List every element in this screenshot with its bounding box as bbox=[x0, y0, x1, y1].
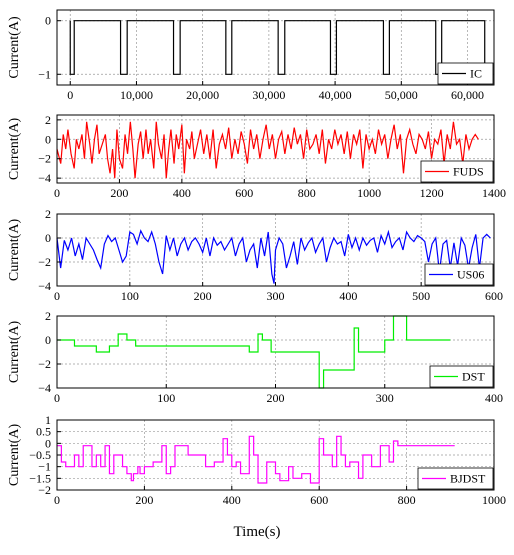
y-tick-label: −1.5 bbox=[29, 471, 51, 485]
x-tick-label: 600 bbox=[485, 289, 503, 303]
y-tick-label: −2 bbox=[38, 357, 51, 371]
legend-label: FUDS bbox=[453, 165, 484, 179]
y-tick-label: −4 bbox=[38, 279, 51, 293]
panel-bjdst: 0 200 400 600 800 100010.50−0.5−1−1.5−2Curren… bbox=[7, 413, 506, 507]
x-tick-label: 100 bbox=[157, 391, 175, 405]
y-tick-label: 0 bbox=[45, 333, 51, 347]
panel-us06: 0 100 200 300 400 500 600 2 0 −2 −4 Current(A) US06 bbox=[7, 207, 503, 303]
x-tick-label: 20,000 bbox=[186, 88, 219, 102]
y-tick-label: 2 bbox=[45, 113, 51, 127]
x-tick-label: 400 bbox=[173, 186, 191, 200]
y-axis-label: Current(A) bbox=[7, 219, 22, 282]
x-axis-label: Time(s) bbox=[233, 524, 281, 540]
plot-frame bbox=[56, 9, 495, 86]
legend: IC bbox=[437, 62, 494, 85]
legend: FUDS bbox=[420, 160, 494, 183]
legend-label: BJDST bbox=[450, 472, 486, 486]
y-tick-label: −2 bbox=[38, 483, 51, 497]
series-line-fuds bbox=[56, 121, 479, 179]
panel-fuds: 0 200 400 600 800 1000 1200 1400 2 0 −2 −4 Current(A… bbox=[7, 113, 506, 200]
x-tick-label: 600 bbox=[235, 186, 253, 200]
x-tick-label: 400 bbox=[223, 493, 241, 507]
x-tick-label: 1000 bbox=[482, 493, 506, 507]
x-tick-label: 60,000 bbox=[451, 88, 484, 102]
legend-box bbox=[429, 365, 494, 388]
y-tick-label: −4 bbox=[38, 381, 51, 395]
x-tick-label: 0 bbox=[54, 493, 60, 507]
x-tick-label: 10,000 bbox=[120, 88, 153, 102]
legend: BJDST bbox=[417, 467, 494, 490]
x-tick-label: 200 bbox=[194, 289, 212, 303]
y-tick-label: 0.5 bbox=[36, 425, 51, 439]
x-tick-label: 300 bbox=[376, 391, 394, 405]
x-tick-label: 800 bbox=[398, 493, 416, 507]
x-tick-label: 800 bbox=[298, 186, 316, 200]
legend-label: US06 bbox=[457, 268, 484, 282]
legend-label: DST bbox=[462, 370, 485, 384]
x-tick-label: 0 bbox=[54, 289, 60, 303]
series-line-us06 bbox=[56, 229, 491, 284]
x-tick-label: 100 bbox=[121, 289, 139, 303]
y-tick-label: −1 bbox=[38, 67, 51, 81]
y-tick-label: −2 bbox=[38, 152, 51, 166]
panel-ic: 0 10,000 20,000 30,000 40,000 50,000 60,000 0 −1… bbox=[7, 9, 495, 102]
legend-box bbox=[420, 160, 494, 183]
series-line-ic bbox=[69, 20, 486, 75]
y-tick-label: −2 bbox=[38, 255, 51, 269]
x-tick-label: 0 bbox=[67, 88, 73, 102]
y-tick-label: −4 bbox=[38, 171, 51, 185]
legend-box bbox=[417, 467, 494, 490]
y-tick-label: 1 bbox=[45, 413, 51, 427]
y-tick-label: 0 bbox=[45, 436, 51, 450]
x-tick-label: 1000 bbox=[357, 186, 381, 200]
legend: US06 bbox=[424, 263, 494, 286]
y-tick-label: −0.5 bbox=[29, 448, 51, 462]
x-tick-label: 0 bbox=[54, 186, 60, 200]
plot-frame bbox=[56, 114, 495, 184]
legend-label: IC bbox=[470, 67, 482, 81]
legend-box bbox=[424, 263, 494, 286]
x-tick-label: 200 bbox=[135, 493, 153, 507]
y-tick-label: 0 bbox=[45, 132, 51, 146]
y-tick-label: 0 bbox=[45, 14, 51, 28]
x-tick-label: 0 bbox=[54, 391, 60, 405]
x-tick-label: 30,000 bbox=[252, 88, 285, 102]
y-axis-label: Current(A) bbox=[7, 118, 22, 181]
x-tick-label: 200 bbox=[267, 391, 285, 405]
x-tick-label: 400 bbox=[485, 391, 503, 405]
panel-dst: 0 100 200 300 400 2 0 −2 −4 Current(A) DST bbox=[7, 309, 503, 405]
x-tick-label: 300 bbox=[267, 289, 285, 303]
x-tick-label: 400 bbox=[339, 289, 357, 303]
x-tick-label: 500 bbox=[412, 289, 430, 303]
y-tick-label: 0 bbox=[45, 231, 51, 245]
y-tick-label: 2 bbox=[45, 309, 51, 323]
series-line-bjdst bbox=[57, 435, 455, 484]
x-tick-label: 1200 bbox=[420, 186, 444, 200]
y-tick-label: 2 bbox=[45, 207, 51, 221]
legend: DST bbox=[429, 365, 494, 388]
x-tick-label: 600 bbox=[310, 493, 328, 507]
x-tick-label: 50,000 bbox=[385, 88, 418, 102]
y-tick-label: −1 bbox=[38, 460, 51, 474]
series-line-dst bbox=[57, 315, 451, 389]
y-axis-label: Current(A) bbox=[7, 16, 22, 79]
x-tick-label: 200 bbox=[110, 186, 128, 200]
x-tick-label: 1400 bbox=[482, 186, 506, 200]
y-axis-label: Current(A) bbox=[7, 321, 22, 384]
x-tick-label: 40,000 bbox=[319, 88, 352, 102]
y-axis-label: Current(A) bbox=[7, 424, 22, 487]
